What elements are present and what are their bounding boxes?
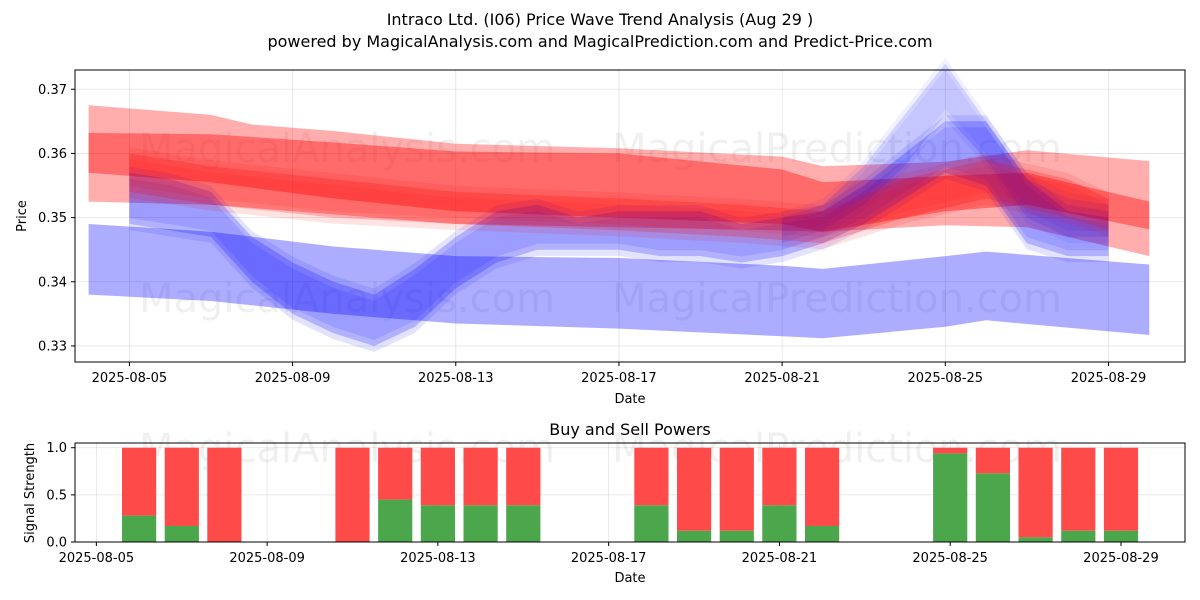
price-ytick-label: 0.34 [38, 275, 67, 290]
buy-bar [1061, 530, 1096, 542]
buy-sell-xtick-label: 2025-08-21 [742, 551, 818, 566]
band-red-wave-5-echo-a [129, 147, 1109, 238]
buy-bar [634, 505, 669, 542]
sell-bar [378, 447, 413, 500]
buy-bar [164, 526, 199, 542]
sell-bar [207, 447, 242, 542]
price-wave-plot: MagicalAnalysis.com MagicalPrediction.co… [15, 57, 1186, 407]
buy-bar [463, 505, 498, 542]
price-xlabel: Date [614, 392, 645, 407]
price-xtick-label: 2025-08-09 [255, 371, 331, 386]
buy-bar [378, 499, 413, 542]
buy-bar [762, 505, 797, 542]
band-red-trend-1 [88, 132, 1150, 232]
watermark-prediction-mid: MagicalPrediction.com [612, 276, 1062, 322]
buy-sell-xtick-label: 2025-08-13 [400, 551, 476, 566]
price-xtick-label: 2025-08-13 [418, 371, 494, 386]
buy-sell-bars [122, 447, 1139, 542]
price-ticks: 2025-08-05 2025-08-09 2025-08-13 2025-08-17… [38, 83, 1146, 386]
price-xtick-label: 2025-08-17 [581, 371, 657, 386]
sell-bar [719, 447, 754, 531]
price-ytick-label: 0.36 [38, 147, 67, 162]
band-red-channel-0 [88, 105, 1150, 257]
price-xtick-label: 2025-08-25 [908, 371, 984, 386]
sell-bar [805, 447, 840, 526]
buy-sell-xtick-label: 2025-08-17 [571, 551, 647, 566]
sell-bar [463, 447, 498, 506]
buy-sell-ytick-label: 0.0 [46, 536, 67, 551]
buy-sell-xlabel: Date [614, 571, 645, 586]
buy-bar [122, 515, 157, 542]
buy-bar [805, 526, 840, 542]
band-blue-wave-3-echo-a [129, 115, 1109, 340]
band-red-wave-5-echo-b [129, 159, 1109, 250]
sell-bar [1018, 447, 1053, 538]
band-blue-spike-4 [782, 63, 1109, 244]
band-blue-channel-2 [88, 224, 1150, 339]
sell-bar [677, 447, 712, 531]
buy-sell-plot: Buy and Sell Powers MagicalAnalysis.com … [23, 420, 1186, 586]
buy-sell-plot-frame [74, 442, 1186, 543]
price-ytick-label: 0.33 [38, 339, 67, 354]
price-grid [75, 70, 1185, 362]
sell-bar [1103, 447, 1139, 531]
buy-sell-ylabel: Signal Strength [23, 443, 38, 543]
sell-bar [975, 447, 1010, 474]
sell-bar [506, 447, 541, 506]
watermark-analysis-mid: MagicalAnalysis.com [139, 276, 555, 322]
band-red-wave-5 [129, 153, 1109, 244]
buy-sell-xtick-label: 2025-08-25 [912, 551, 988, 566]
buy-bar [1103, 530, 1139, 542]
buy-sell-ytick-label: 1.0 [46, 441, 67, 456]
band-blue-wave-3-echo-b [129, 127, 1109, 352]
price-bands [88, 57, 1150, 352]
sell-bar [762, 447, 797, 506]
price-ytick-label: 0.37 [38, 83, 67, 98]
chart-title: Intraco Ltd. (I06) Price Wave Trend Anal… [387, 10, 814, 29]
buy-sell-xtick-label: 2025-08-05 [59, 551, 135, 566]
buy-bar [420, 505, 455, 542]
sell-bar [1061, 447, 1096, 531]
buy-sell-xtick-label: 2025-08-09 [229, 551, 305, 566]
price-ylabel: Price [15, 200, 30, 232]
price-ytick-label: 0.35 [38, 211, 67, 226]
band-blue-spike-4-echo-a [782, 57, 1109, 238]
sell-bar [335, 447, 370, 542]
buy-sell-ticks: 2025-08-05 2025-08-09 2025-08-13 2025-08-17… [46, 441, 1158, 566]
sell-bar [420, 447, 455, 506]
buy-bar [1018, 537, 1053, 542]
buy-sell-title: Buy and Sell Powers [549, 420, 711, 439]
sell-bar [634, 447, 669, 506]
sell-bar [164, 447, 199, 526]
buy-sell-xtick-label: 2025-08-29 [1083, 551, 1159, 566]
band-blue-spike-4-echo-b [782, 69, 1109, 250]
price-plot-frame [74, 69, 1186, 363]
band-blue-wave-3 [129, 121, 1109, 346]
price-watermarks: MagicalAnalysis.com MagicalPrediction.co… [139, 126, 1062, 322]
buy-bar [719, 530, 754, 542]
watermark-analysis-top: MagicalAnalysis.com [139, 126, 555, 172]
buy-bar [677, 530, 712, 542]
buy-bar [506, 505, 541, 542]
sell-bar [933, 447, 968, 454]
buy-bar [975, 473, 1010, 542]
price-xtick-label: 2025-08-21 [744, 371, 820, 386]
price-xtick-label: 2025-08-05 [92, 371, 168, 386]
buy-sell-ytick-label: 0.5 [46, 488, 67, 503]
chart-subtitle: powered by MagicalAnalysis.com and Magic… [267, 32, 932, 51]
sell-bar [122, 447, 157, 516]
price-xtick-label: 2025-08-29 [1071, 371, 1147, 386]
buy-bar [933, 453, 968, 542]
watermark-prediction-top: MagicalPrediction.com [612, 126, 1062, 172]
